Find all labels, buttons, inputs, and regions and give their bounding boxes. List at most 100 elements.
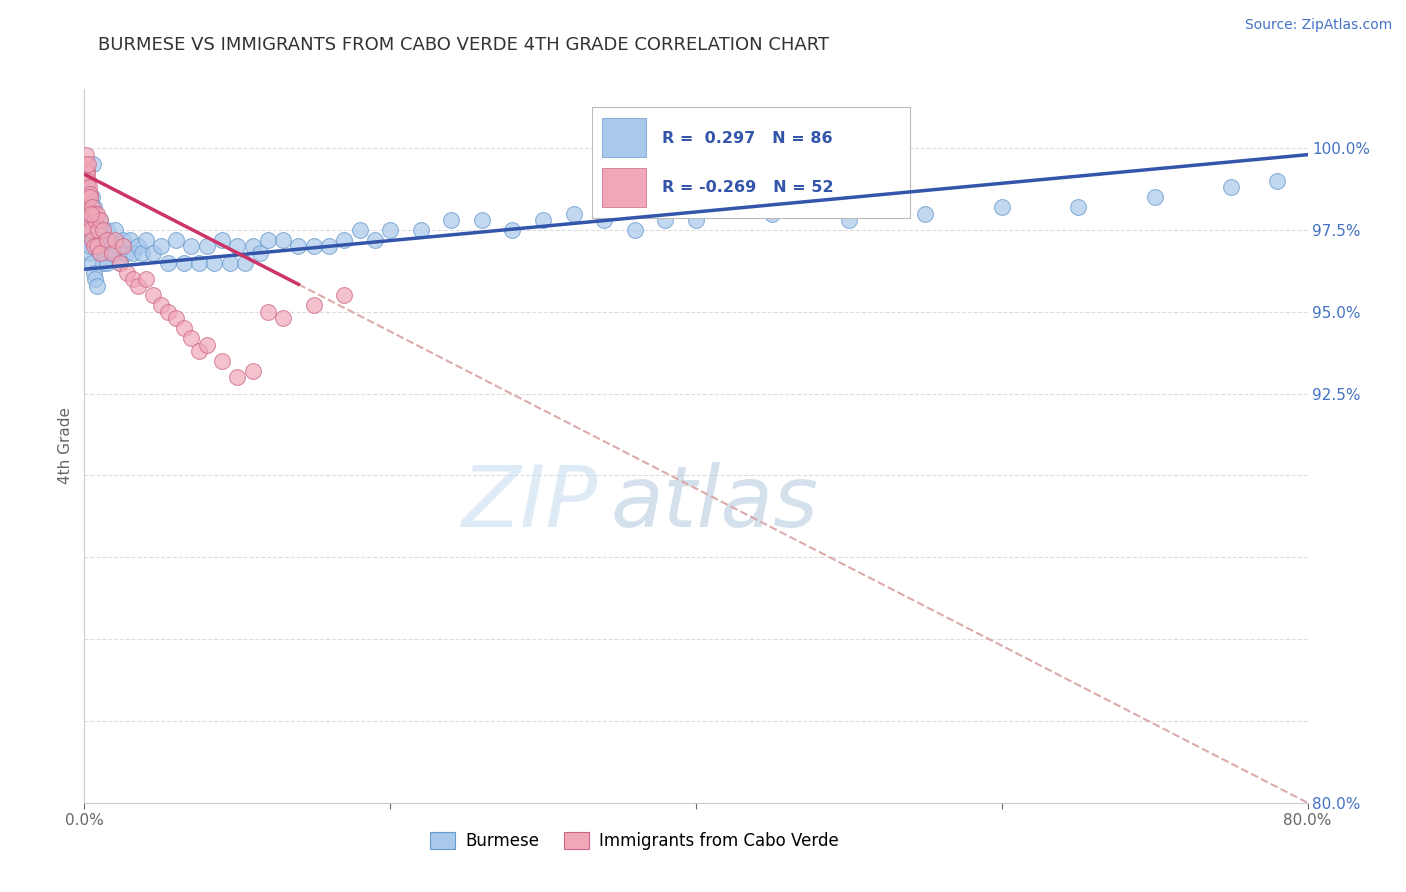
Point [86,223,108,237]
Point [173,321,195,335]
Point [104,223,127,237]
Point [249,245,271,260]
Point [271,311,294,326]
Point [409,223,432,237]
Point [108,255,131,269]
Point [86,239,108,253]
Point [131,245,153,260]
Point [157,305,180,319]
Point [76,174,98,188]
Point [77,200,100,214]
Point [233,255,256,269]
Point [173,255,195,269]
Point [188,255,211,269]
Point [76,180,98,194]
Point [1067,200,1090,214]
Legend: Burmese, Immigrants from Cabo Verde: Burmese, Immigrants from Cabo Verde [422,824,848,859]
Point [165,311,187,326]
Point [287,239,309,253]
Point [318,239,340,253]
Point [93,245,115,260]
Point [75,190,97,204]
Point [1220,180,1243,194]
Point [502,223,524,237]
Point [83,266,105,280]
Point [82,157,104,171]
Point [364,233,387,247]
Point [79,223,101,237]
Point [89,245,111,260]
Point [142,245,165,260]
Point [80,223,103,237]
Point [77,213,100,227]
Point [991,200,1014,214]
Point [79,213,101,227]
Point [79,219,101,234]
Point [79,245,101,260]
Point [333,288,356,302]
Point [685,213,707,227]
Text: atlas: atlas [610,461,818,545]
Point [188,344,211,359]
Point [211,233,233,247]
Point [89,245,111,260]
Point [101,245,124,260]
Point [149,298,172,312]
Point [80,190,103,204]
Point [77,180,100,194]
Point [84,213,107,227]
Point [76,164,98,178]
Point [333,233,356,247]
Point [135,233,157,247]
Y-axis label: 4th Grade: 4th Grade [58,408,73,484]
Point [149,239,172,253]
Point [180,239,202,253]
Point [127,278,149,293]
Point [76,206,98,220]
Point [838,213,860,227]
Point [122,245,145,260]
Point [120,233,142,247]
Point [77,233,100,247]
Point [84,272,107,286]
Point [165,233,187,247]
Point [302,298,325,312]
Point [76,167,98,181]
Point [84,213,107,227]
Point [1143,190,1166,204]
Point [76,196,98,211]
Point [531,213,554,227]
Point [242,239,264,253]
Point [380,223,402,237]
Point [80,233,103,247]
Point [80,206,103,220]
Point [89,213,111,227]
Point [83,200,105,214]
Point [77,223,100,237]
Point [77,190,100,204]
Point [218,255,240,269]
Point [271,233,294,247]
Point [257,305,280,319]
Point [195,337,218,351]
Point [257,233,280,247]
Point [157,255,180,269]
Text: Source: ZipAtlas.com: Source: ZipAtlas.com [1244,18,1392,32]
Point [593,213,616,227]
Point [77,174,100,188]
Point [75,190,97,204]
Point [471,213,494,227]
Point [180,331,202,345]
Point [80,200,103,214]
Text: ZIP: ZIP [461,461,598,545]
Point [86,278,108,293]
Point [122,272,145,286]
Point [202,255,225,269]
Point [761,206,783,220]
Point [127,239,149,253]
Point [114,245,136,260]
Point [83,206,105,220]
Point [75,147,97,161]
Point [79,239,101,253]
Point [77,206,100,220]
